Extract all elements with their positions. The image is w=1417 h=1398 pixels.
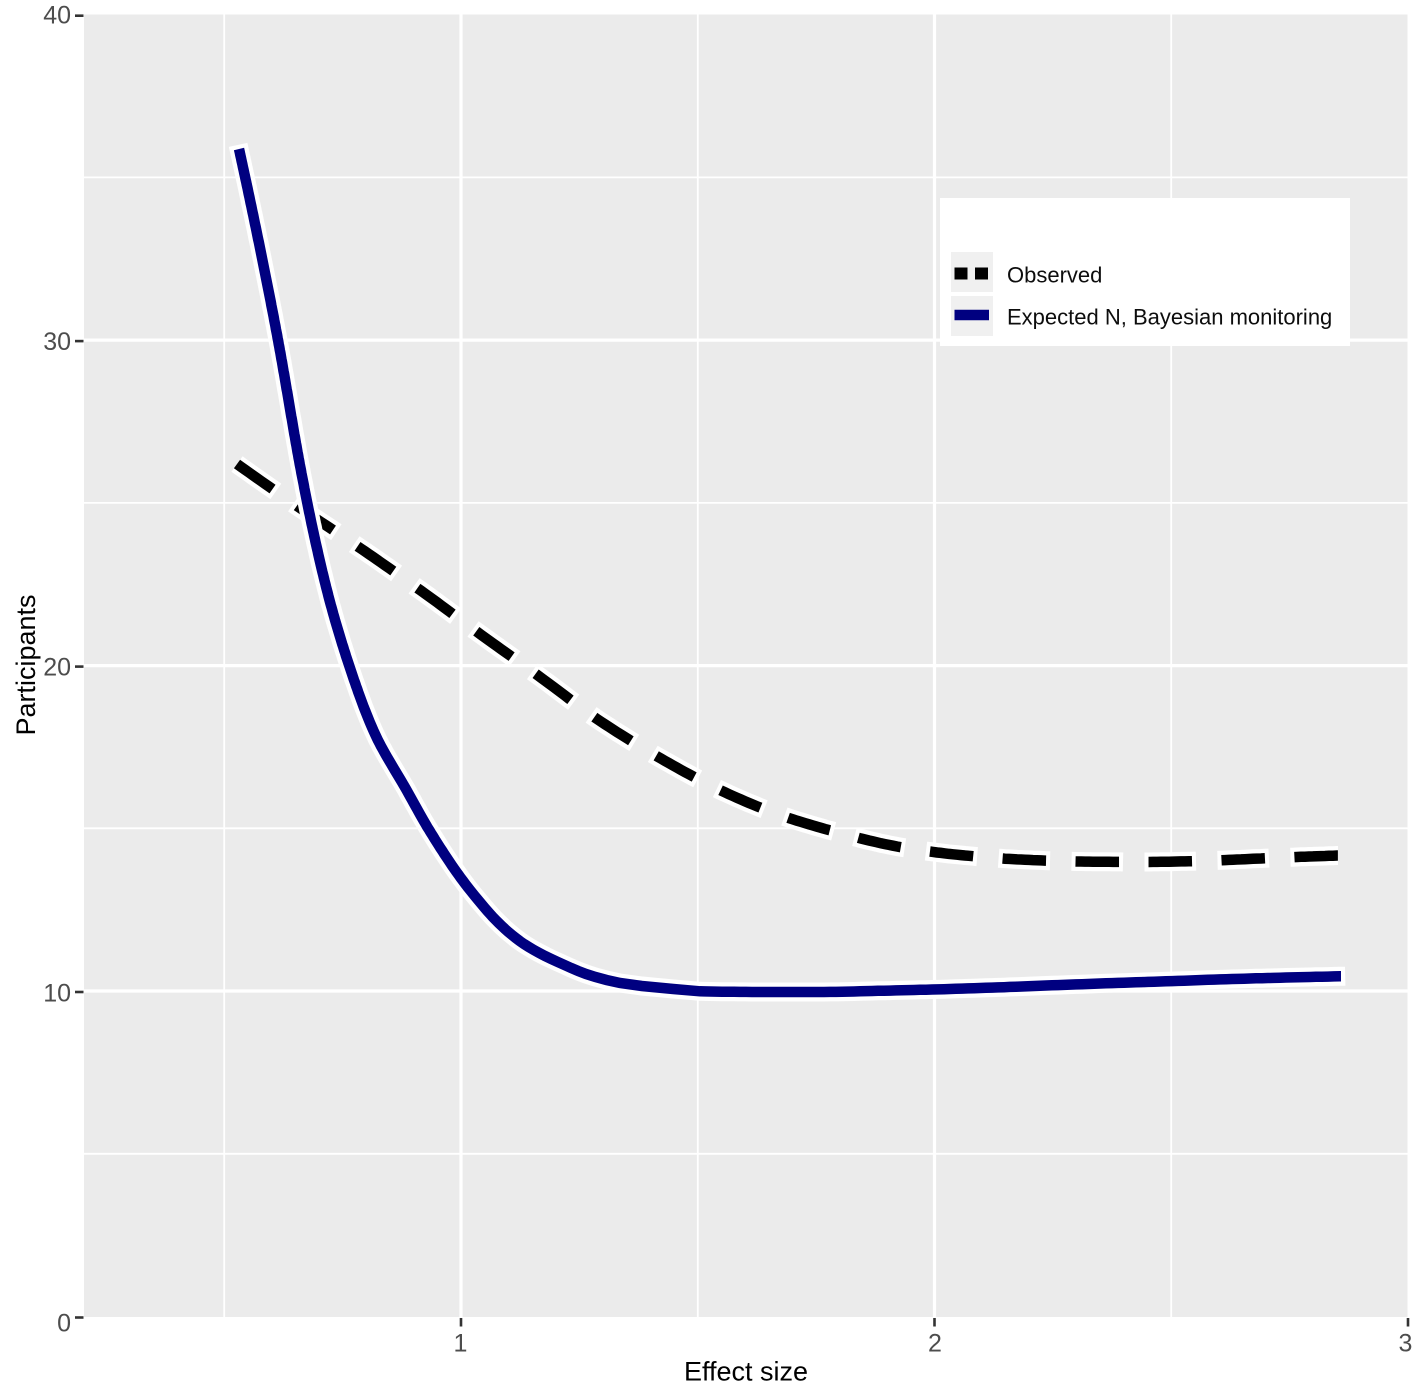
- svg-text:Expected N, Bayesian monitorin: Expected N, Bayesian monitoring: [1007, 305, 1332, 330]
- svg-text:Participants: Participants: [11, 594, 41, 735]
- svg-text:2: 2: [928, 1330, 942, 1358]
- svg-text:10: 10: [43, 980, 71, 1008]
- svg-text:40: 40: [43, 2, 71, 30]
- svg-text:Observed: Observed: [1007, 263, 1102, 288]
- svg-text:20: 20: [43, 654, 71, 682]
- svg-text:Effect size: Effect size: [684, 1357, 808, 1387]
- svg-text:0: 0: [57, 1310, 71, 1338]
- svg-text:30: 30: [43, 328, 71, 356]
- svg-text:3: 3: [1399, 1330, 1413, 1358]
- svg-text:1: 1: [454, 1330, 468, 1358]
